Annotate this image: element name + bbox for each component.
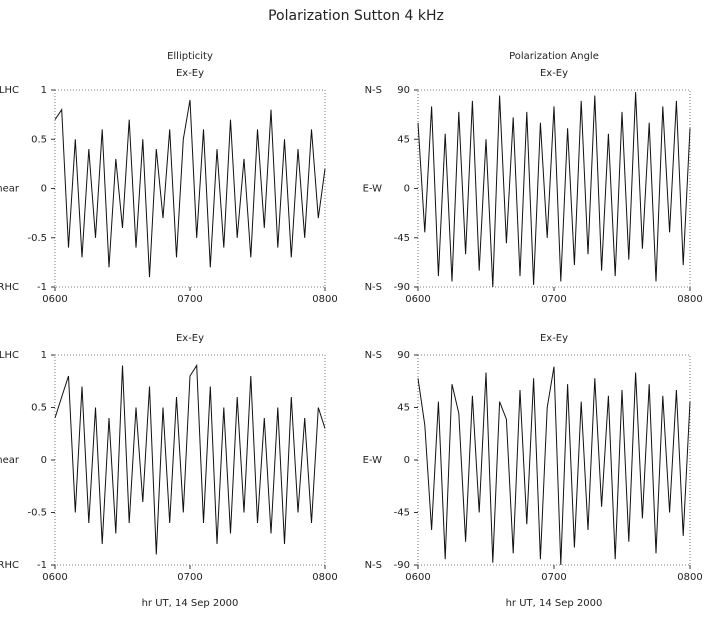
panel-subtitle: Ex-Ey [176, 333, 204, 344]
y-side-label: N-S [365, 282, 382, 293]
panel-subtitle: Ex-Ey [176, 68, 204, 79]
data-line [417, 92, 691, 288]
y-tick-label: 45 [397, 134, 410, 145]
y-tick-label: -0.5 [27, 233, 47, 244]
y-tick-label: 0 [404, 184, 410, 195]
x-tick-label: 0800 [677, 572, 702, 583]
x-tick-label: 0700 [177, 294, 202, 305]
x-tick-label: 0700 [177, 572, 202, 583]
y-side-label: E-W [363, 184, 383, 195]
y-tick-label: 45 [397, 403, 410, 414]
y-tick-label: 0.5 [31, 134, 47, 145]
x-tick-label: 0600 [42, 294, 67, 305]
plot-frame [54, 89, 326, 288]
y-tick-label: -90 [394, 282, 410, 293]
y-side-label: RHC [0, 560, 19, 571]
y-side-label: N-S [365, 560, 382, 571]
y-tick-label: 90 [397, 85, 410, 96]
y-tick-label: -0.5 [27, 508, 47, 519]
x-tick-label: 0800 [677, 294, 702, 305]
data-line [54, 99, 326, 278]
x-tick-label: 0600 [405, 572, 430, 583]
panel-subtitle: Ex-Ey [540, 68, 568, 79]
x-tick-label: 0700 [541, 294, 566, 305]
x-tick-label: 0600 [405, 294, 430, 305]
y-side-label: RHC [0, 282, 19, 293]
x-tick-label: 0800 [312, 294, 337, 305]
y-tick-label: -1 [37, 560, 47, 571]
figure-title: Polarization Sutton 4 kHz [268, 8, 444, 24]
x-tick-label: 0800 [312, 572, 337, 583]
y-tick-label: -45 [394, 508, 410, 519]
y-side-label: Linear [0, 455, 20, 466]
plot-frame [417, 89, 691, 288]
y-tick-label: 1 [41, 85, 47, 96]
y-tick-label: -45 [394, 233, 410, 244]
panel-title: Polarization Angle [509, 51, 599, 62]
data-line [417, 366, 691, 566]
y-tick-label: 0.5 [31, 403, 47, 414]
y-tick-label: 0 [41, 455, 47, 466]
y-side-label: LHC [0, 85, 19, 96]
y-side-label: LHC [0, 350, 19, 361]
y-tick-label: -90 [394, 560, 410, 571]
panel-subtitle: Ex-Ey [540, 333, 568, 344]
y-side-label: N-S [365, 350, 382, 361]
x-tick-label: 0600 [42, 572, 67, 583]
panel-title: Ellipticity [167, 51, 213, 62]
x-axis-label: hr UT, 14 Sep 2000 [506, 598, 603, 609]
y-side-label: E-W [363, 455, 383, 466]
y-tick-label: 1 [41, 350, 47, 361]
y-tick-label: 0 [41, 184, 47, 195]
x-tick-label: 0700 [541, 572, 566, 583]
y-side-label: N-S [365, 85, 382, 96]
y-tick-label: -1 [37, 282, 47, 293]
y-tick-label: 90 [397, 350, 410, 361]
x-axis-label: hr UT, 14 Sep 2000 [142, 598, 239, 609]
y-tick-label: 0 [404, 455, 410, 466]
y-side-label: Linear [0, 184, 20, 195]
data-line [54, 363, 326, 555]
